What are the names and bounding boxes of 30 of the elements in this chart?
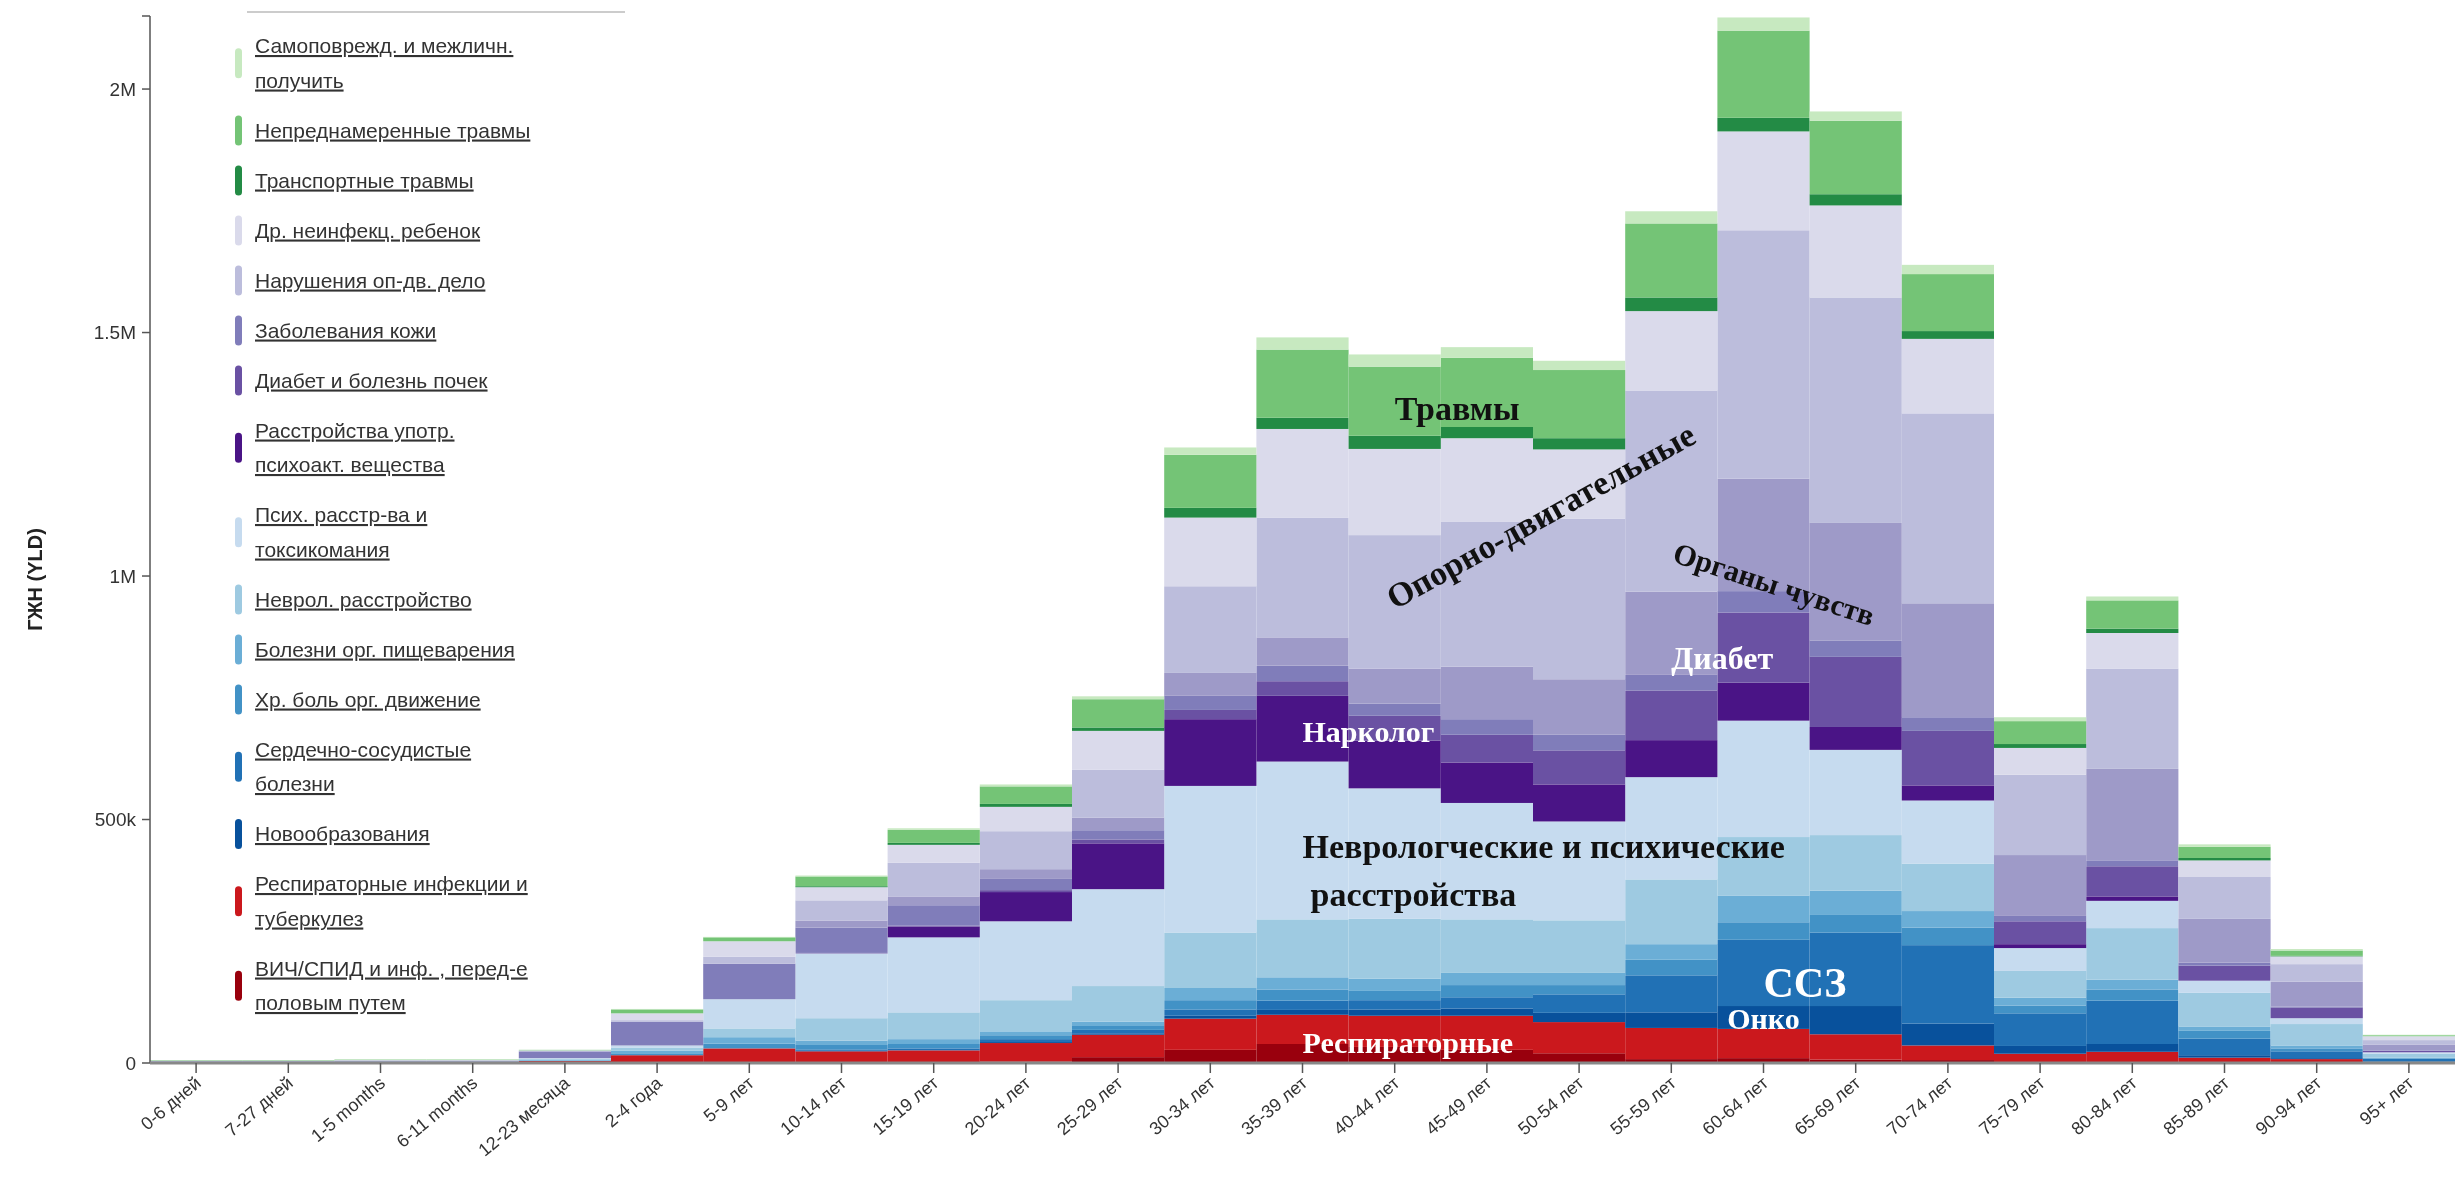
y-tick-label: 1M: [109, 565, 136, 587]
legend-label: Др. неинфекц. ребенок: [255, 218, 481, 242]
y-tick-label: 2M: [109, 78, 136, 100]
legend-label: Диабет и болезнь почек: [255, 368, 489, 392]
y-tick-label: 1.5M: [93, 322, 136, 344]
annotation: Респираторные: [1302, 1026, 1513, 1060]
y-axis-title: ГЖН (YLD): [24, 528, 46, 631]
y-tick-label: 0: [125, 1052, 136, 1074]
x-tick-label: 5-9 лет: [699, 1072, 758, 1127]
y-tick-label: 500k: [94, 809, 137, 831]
legend-label: Транспортные травмы: [255, 168, 474, 192]
legend-label: Новообразования: [255, 822, 430, 845]
legend-label: ВИЧ/СПИД и инф. , перед-е половым путем: [255, 956, 528, 1014]
legend-label: Псих. расстр-ва и токсикомания: [255, 503, 428, 561]
annotation: Травмы: [1394, 390, 1520, 428]
legend-label: Хр. боль орг. движение: [255, 687, 481, 711]
annotation: Неврологческие и психические расстройства: [1302, 828, 1785, 914]
legend-label: Неврол. расстройство: [255, 587, 472, 611]
legend-label: Нарушения оп-дв. дело: [255, 268, 486, 292]
legend-label: Сердечно-сосудистые болезни: [255, 737, 472, 795]
legend-label: Самоповрежд. и межличн. получить: [255, 34, 514, 92]
legend-label: Непреднамеренные травмы: [255, 118, 531, 142]
legend-label: Респираторные инфекции и туберкулез: [255, 872, 528, 930]
x-tick-label: 2-4 года: [601, 1072, 667, 1132]
annotation: Нарколог: [1302, 714, 1435, 748]
legend-label: Заболевания кожи: [255, 318, 437, 342]
legend-label: Болезни орг. пищеварения: [255, 637, 515, 661]
legend-label: Расстройства употр. психоакт. вещества: [255, 418, 455, 476]
x-tick-label: 95+ лет: [2355, 1072, 2418, 1130]
annotation: Диабет: [1671, 639, 1774, 676]
